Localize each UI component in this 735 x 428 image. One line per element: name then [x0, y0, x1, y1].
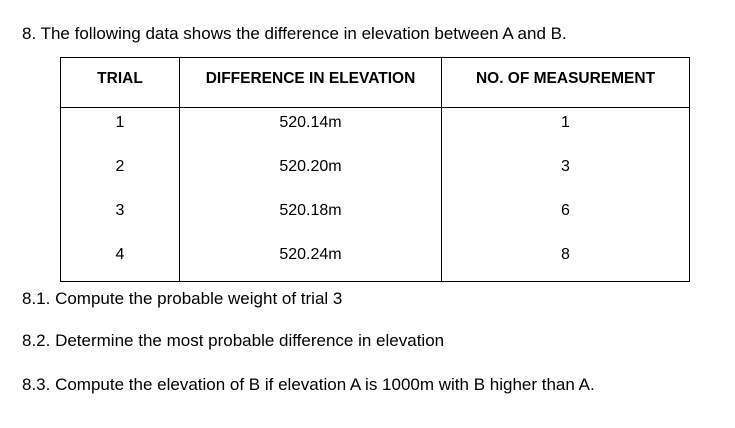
measurement-count-cell: 8: [441, 239, 690, 282]
measurement-count-cell: 3: [441, 151, 690, 196]
subquestion-8-1: 8.1. Compute the probable weight of tria…: [22, 289, 343, 308]
header-no-of-measurement: NO. OF MEASUREMENT: [441, 57, 690, 108]
table-row: 4 520.24m 8: [60, 239, 690, 282]
trial-cell: 3: [60, 195, 180, 240]
header-difference-in-elevation: DIFFERENCE IN ELEVATION: [179, 57, 442, 108]
difference-cell: 520.18m: [179, 195, 442, 240]
question-text: 8. The following data shows the differen…: [22, 24, 567, 43]
table-header-row: TRIAL DIFFERENCE IN ELEVATION NO. OF MEA…: [60, 57, 690, 108]
difference-cell: 520.14m: [179, 107, 442, 152]
table-row: 2 520.20m 3: [60, 151, 690, 196]
measurement-count-cell: 1: [441, 107, 690, 152]
table-row: 3 520.18m 6: [60, 195, 690, 240]
header-trial: TRIAL: [60, 57, 180, 108]
difference-cell: 520.24m: [179, 239, 442, 282]
trial-cell: 2: [60, 151, 180, 196]
subquestion-8-3: 8.3. Compute the elevation of B if eleva…: [22, 375, 595, 394]
subquestion-8-2: 8.2. Determine the most probable differe…: [22, 331, 445, 350]
trial-cell: 4: [60, 239, 180, 282]
elevation-data-table: TRIAL DIFFERENCE IN ELEVATION NO. OF MEA…: [60, 57, 690, 282]
difference-cell: 520.20m: [179, 151, 442, 196]
table-row: 1 520.14m 1: [60, 107, 690, 152]
trial-cell: 1: [60, 107, 180, 152]
measurement-count-cell: 6: [441, 195, 690, 240]
